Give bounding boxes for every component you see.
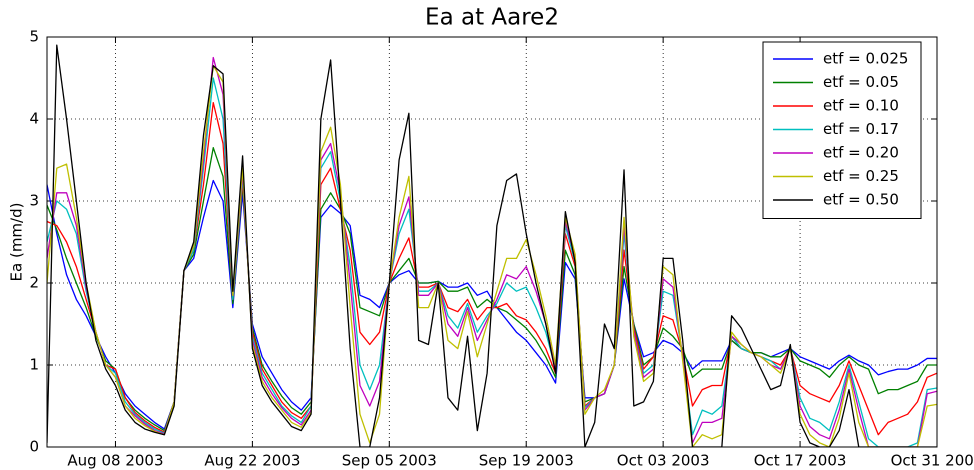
plot-area xyxy=(47,44,937,447)
x-tick-label: Oct 03 2003 xyxy=(617,452,710,470)
legend-label: etf = 0.25 xyxy=(823,167,899,185)
x-tick-label: Oct 31 2003 xyxy=(891,452,974,470)
y-tick-label: 1 xyxy=(29,356,39,374)
x-tick-label: Sep 19 2003 xyxy=(479,452,574,470)
legend-label: etf = 0.05 xyxy=(823,73,899,91)
x-tick-label: Aug 08 2003 xyxy=(67,452,163,470)
y-axis-label: Ea (mm/d) xyxy=(8,203,26,282)
chart-title: Ea at Aare2 xyxy=(425,5,559,31)
legend-label: etf = 0.17 xyxy=(823,120,899,138)
legend-label: etf = 0.20 xyxy=(823,144,899,162)
x-tick-label: Oct 17 2003 xyxy=(754,452,847,470)
y-tick-label: 4 xyxy=(29,110,39,128)
y-tick-label: 0 xyxy=(29,438,39,456)
y-tick-label: 3 xyxy=(29,192,39,210)
series-line xyxy=(47,44,937,447)
y-tick-label: 2 xyxy=(29,274,39,292)
y-tick-label: 5 xyxy=(29,28,39,46)
x-tick-label: Aug 22 2003 xyxy=(204,452,300,470)
legend-label: etf = 0.50 xyxy=(823,191,899,209)
x-tick-label: Sep 05 2003 xyxy=(342,452,437,470)
legend-label: etf = 0.10 xyxy=(823,97,899,115)
legend-label: etf = 0.025 xyxy=(823,50,908,68)
plot-frame xyxy=(46,36,938,448)
